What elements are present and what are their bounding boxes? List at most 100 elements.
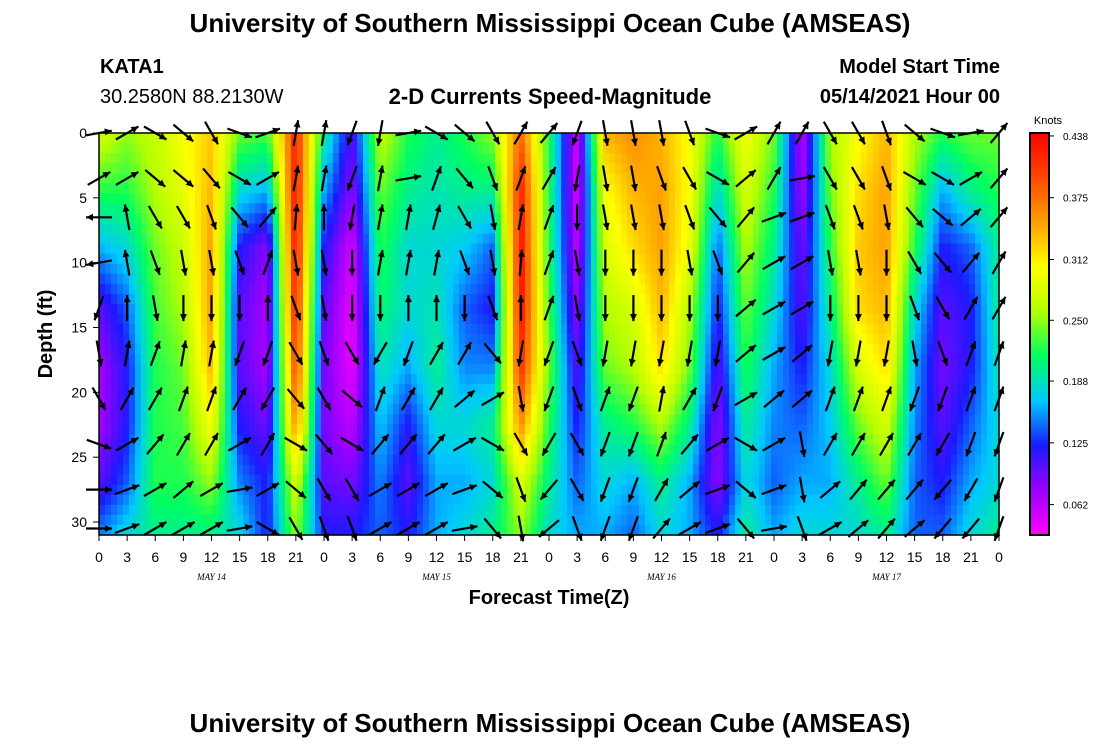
heat-cell [759, 143, 766, 154]
heat-cell [585, 263, 592, 275]
heat-cell [609, 464, 616, 476]
heat-cell [591, 514, 598, 526]
heat-cell [183, 233, 190, 245]
heat-cell [297, 504, 304, 516]
heat-cell [201, 424, 208, 436]
heat-cell [177, 313, 184, 325]
heat-cell [531, 364, 538, 375]
heat-cell [705, 384, 712, 395]
heat-cell [771, 364, 778, 375]
heat-cell [231, 344, 238, 355]
heat-cell [741, 293, 748, 305]
heat-cell [441, 183, 448, 194]
heat-cell [747, 414, 754, 426]
heat-cell [387, 293, 394, 305]
heat-cell [789, 273, 796, 285]
heat-cell [693, 454, 700, 466]
heat-cell [99, 313, 106, 325]
heat-cell [273, 163, 280, 174]
heat-cell [231, 223, 238, 235]
heat-cell [135, 414, 142, 426]
heat-cell [261, 153, 268, 164]
heat-cell [513, 334, 520, 345]
heat-cell [459, 444, 466, 456]
heat-cell [417, 173, 424, 184]
heat-cell [279, 374, 286, 385]
heat-cell [657, 283, 664, 295]
heat-cell [327, 434, 334, 446]
heat-cell [777, 203, 784, 214]
heat-cell [465, 323, 472, 335]
heat-cell [177, 303, 184, 315]
heat-cell [351, 424, 358, 436]
heat-cell [621, 494, 628, 506]
heat-cell [189, 414, 196, 426]
heat-cell [135, 514, 142, 526]
heat-cell [327, 394, 334, 405]
heat-cell [309, 143, 316, 154]
heat-cell [477, 354, 484, 365]
heat-cell [369, 133, 376, 144]
heat-cell [591, 243, 598, 255]
heat-cell [657, 273, 664, 285]
heat-cell [399, 464, 406, 476]
heat-cell [843, 384, 850, 395]
heat-cell [549, 213, 556, 225]
heat-cell [801, 233, 808, 245]
heat-cell [543, 424, 550, 436]
heat-cell [375, 303, 382, 315]
heat-cell [447, 303, 454, 315]
heat-cell [669, 454, 676, 466]
heat-cell [747, 394, 754, 405]
heat-cell [417, 243, 424, 255]
heat-cell [243, 344, 250, 355]
heat-cell [837, 444, 844, 456]
heat-cell [435, 464, 442, 476]
heat-cell [795, 384, 802, 395]
heat-cell [585, 514, 592, 526]
heat-cell [489, 414, 496, 426]
heat-cell [171, 283, 178, 295]
heat-cell [129, 474, 136, 486]
heat-cell [213, 344, 220, 355]
heat-cell [651, 354, 658, 365]
heat-cell [693, 364, 700, 375]
heat-cell [351, 283, 358, 295]
heat-cell [315, 524, 322, 536]
heat-cell [285, 223, 292, 235]
heat-cell [255, 504, 262, 516]
heat-cell [165, 303, 172, 315]
heat-cell [183, 484, 190, 496]
heat-cell [723, 474, 730, 486]
heat-cell [147, 193, 154, 204]
heat-cell [435, 283, 442, 295]
heat-cell [507, 173, 514, 184]
heat-cell [441, 243, 448, 255]
heat-cell [459, 303, 466, 315]
heat-cell [507, 223, 514, 235]
heat-cell [717, 283, 724, 295]
heat-cell [423, 303, 430, 315]
heat-cell [225, 344, 232, 355]
heat-cell [645, 404, 652, 415]
heat-cell [525, 213, 532, 225]
heat-cell [609, 323, 616, 335]
heat-cell [423, 404, 430, 415]
heat-cell [351, 454, 358, 466]
heat-cell [495, 374, 502, 385]
heat-cell [567, 504, 574, 516]
heat-cell [219, 524, 226, 536]
heat-cell [423, 334, 430, 345]
heat-cell [297, 133, 304, 144]
heat-cell [153, 494, 160, 506]
heat-cell [729, 173, 736, 184]
heat-cell [327, 524, 334, 536]
heat-cell [777, 153, 784, 164]
heat-cell [591, 223, 598, 235]
heat-cell [825, 394, 832, 405]
heat-cell [693, 504, 700, 516]
heat-cell [675, 263, 682, 275]
heat-cell [369, 394, 376, 405]
heat-cell [633, 494, 640, 506]
heat-cell [129, 133, 136, 144]
